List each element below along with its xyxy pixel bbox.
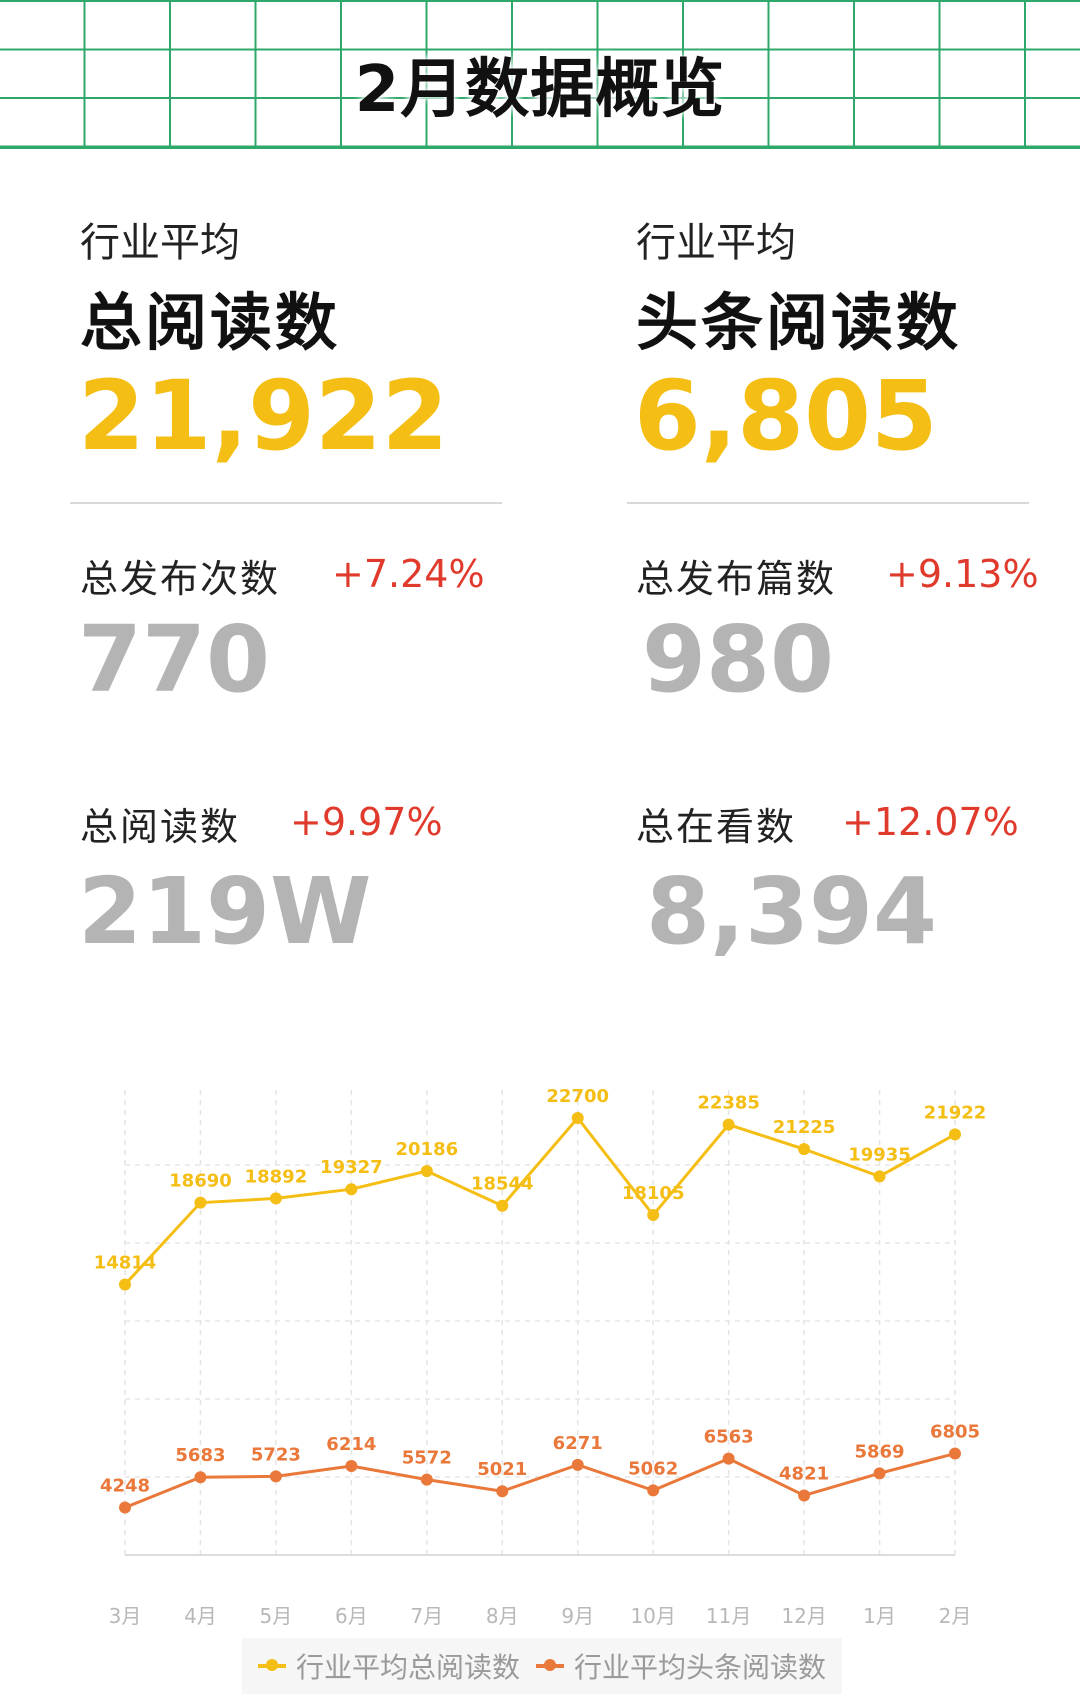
stat-value: 770 [78, 606, 271, 713]
data-point [647, 1209, 660, 1222]
data-label: 21922 [924, 1102, 987, 1123]
line-chart: 3月 4月 5月 6月 7月 8月 9月 10月 11月 12月 1月 2月 14814 18690 188… [94, 1086, 987, 1628]
x-tick-label: 2月 [939, 1604, 972, 1628]
card-right-divider [627, 502, 1029, 504]
data-label: 20186 [396, 1139, 459, 1160]
data-point [119, 1278, 131, 1291]
data-point [345, 1183, 358, 1196]
data-label: 5683 [175, 1445, 225, 1466]
data-label: 6805 [930, 1422, 980, 1443]
data-label: 22385 [697, 1093, 760, 1114]
data-label: 22700 [546, 1086, 609, 1107]
data-label: 21225 [773, 1117, 836, 1138]
x-tick-label: 12月 [781, 1604, 826, 1628]
data-point [571, 1458, 584, 1471]
stat-value: 8,394 [646, 858, 938, 965]
data-point [269, 1192, 282, 1205]
x-tick-label: 11月 [706, 1604, 751, 1628]
stat-label: 总发布次数 [80, 557, 281, 601]
data-label: 5723 [251, 1444, 301, 1465]
card-left-divider [70, 502, 502, 504]
stat-delta: +9.97% [290, 800, 443, 844]
chart-legend: 行业平均总阅读数 行业平均头条阅读数 [242, 1638, 842, 1694]
data-label: 19935 [848, 1144, 911, 1165]
data-point [194, 1196, 207, 1209]
data-point [949, 1128, 961, 1141]
data-point [722, 1452, 735, 1465]
data-label: 5062 [628, 1458, 678, 1479]
data-point [420, 1165, 433, 1178]
data-point [571, 1112, 584, 1124]
data-point [345, 1460, 358, 1473]
data-label: 6271 [553, 1433, 603, 1454]
series-line-0 [123, 1115, 956, 1286]
x-tick-label: 8月 [486, 1604, 519, 1628]
stat-delta: +9.13% [886, 552, 1039, 596]
stat-delta: +12.07% [842, 800, 1019, 844]
data-point [873, 1170, 886, 1183]
legend-marker-yellow [257, 1659, 286, 1671]
card-right-big-label: 头条阅读数 [636, 286, 962, 359]
data-point [949, 1447, 961, 1460]
data-label: 5869 [854, 1441, 904, 1462]
data-point [798, 1489, 811, 1502]
data-point [496, 1485, 509, 1498]
legend-label: 行业平均头条阅读数 [574, 1651, 827, 1684]
card-left-big-label: 总阅读数 [80, 286, 341, 359]
data-point [194, 1471, 207, 1484]
data-label: 18892 [245, 1166, 308, 1187]
data-label: 4821 [779, 1463, 829, 1484]
data-point [420, 1473, 433, 1486]
stat-value: 980 [642, 606, 835, 713]
data-label: 19327 [320, 1157, 383, 1178]
data-label: 14814 [94, 1252, 157, 1273]
data-label: 4248 [100, 1476, 150, 1497]
x-tick-label: 5月 [260, 1604, 293, 1628]
x-tick-label: 3月 [109, 1604, 142, 1628]
legend-marker-orange [536, 1659, 564, 1671]
data-label: 6214 [326, 1434, 376, 1455]
card-left-value: 21,922 [78, 360, 449, 472]
card-left-small-label: 行业平均 [80, 220, 240, 266]
data-label: 5572 [402, 1448, 452, 1469]
stat-label: 总在看数 [636, 805, 797, 849]
header-grid-banner: 2月数据概览 [0, 0, 1080, 149]
legend-item-headline-reads: 行业平均头条阅读数 [536, 1646, 826, 1686]
data-point [119, 1501, 131, 1514]
x-tick-label: 4月 [184, 1604, 217, 1628]
x-tick-label: 7月 [410, 1604, 443, 1628]
data-point [496, 1199, 509, 1212]
data-point [647, 1484, 660, 1497]
data-point [798, 1143, 811, 1156]
series-line-1 [124, 1452, 956, 1509]
stat-label: 总发布篇数 [636, 557, 837, 601]
x-tick-label: 6月 [335, 1604, 368, 1628]
stat-label: 总阅读数 [80, 805, 241, 849]
data-point [722, 1118, 735, 1131]
data-label: 6563 [704, 1427, 754, 1448]
data-label: 18544 [471, 1174, 534, 1195]
data-label: 18690 [169, 1171, 232, 1192]
stat-value: 219W [78, 858, 372, 965]
x-tick-label: 9月 [561, 1604, 594, 1628]
data-label: 18105 [622, 1183, 685, 1204]
stat-delta: +7.24% [332, 552, 485, 596]
legend-label: 行业平均总阅读数 [295, 1651, 520, 1684]
data-point [269, 1470, 282, 1483]
card-right-value: 6,805 [634, 360, 938, 472]
data-point [873, 1467, 886, 1480]
page-title: 2月数据概览 [354, 53, 726, 127]
x-tick-label: 1月 [863, 1604, 896, 1628]
x-tick-label: 10月 [630, 1604, 675, 1628]
data-label: 5021 [477, 1459, 527, 1480]
legend-item-total-reads: 行业平均总阅读数 [257, 1646, 520, 1686]
card-right-small-label: 行业平均 [636, 220, 796, 266]
